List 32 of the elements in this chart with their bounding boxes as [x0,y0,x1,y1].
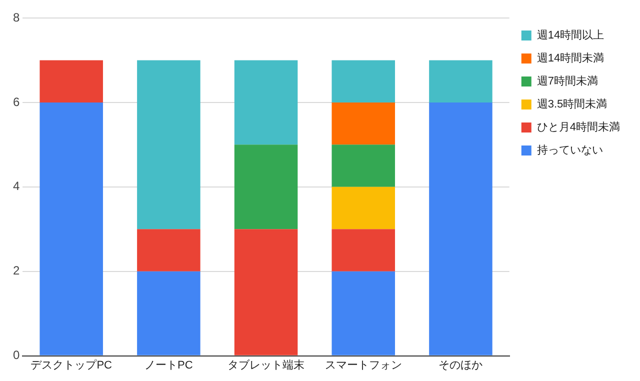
bar [429,60,492,102]
x-tick-label: スマートフォン [324,359,402,372]
x-tick-label: タブレット端末 [228,358,305,372]
bar [332,60,396,102]
bar [429,102,492,356]
x-tick-label: そのほか [438,359,483,372]
bar [234,60,298,145]
y-tick-label: 6 [12,94,20,109]
bar [332,271,396,356]
y-tick-label: 4 [12,179,20,194]
bar [332,102,396,145]
y-tick-label: 0 [12,348,20,362]
legend-label: 週3.5時間未満 [536,98,608,111]
legend-label: 週14時間以上 [536,28,604,42]
bar [332,229,396,272]
bar [137,271,200,356]
bar [234,144,298,230]
y-tick-label: 2 [12,264,20,278]
legend-label: ひと月4時間未満 [536,120,620,134]
bar [137,60,200,230]
bar [332,186,396,230]
legend-label: 週7時間未満 [536,74,598,88]
x-tick-label: デスクトップPC [30,358,112,372]
bar [40,102,103,356]
x-tick-label: ノートPC [144,359,193,372]
bar [137,229,200,272]
legend-label: 持っていない [536,144,603,157]
bar [332,144,396,187]
bar [40,60,103,102]
y-tick-label: 8 [12,10,20,24]
bar [234,229,298,356]
legend-label: 週14時間未満 [536,52,604,65]
